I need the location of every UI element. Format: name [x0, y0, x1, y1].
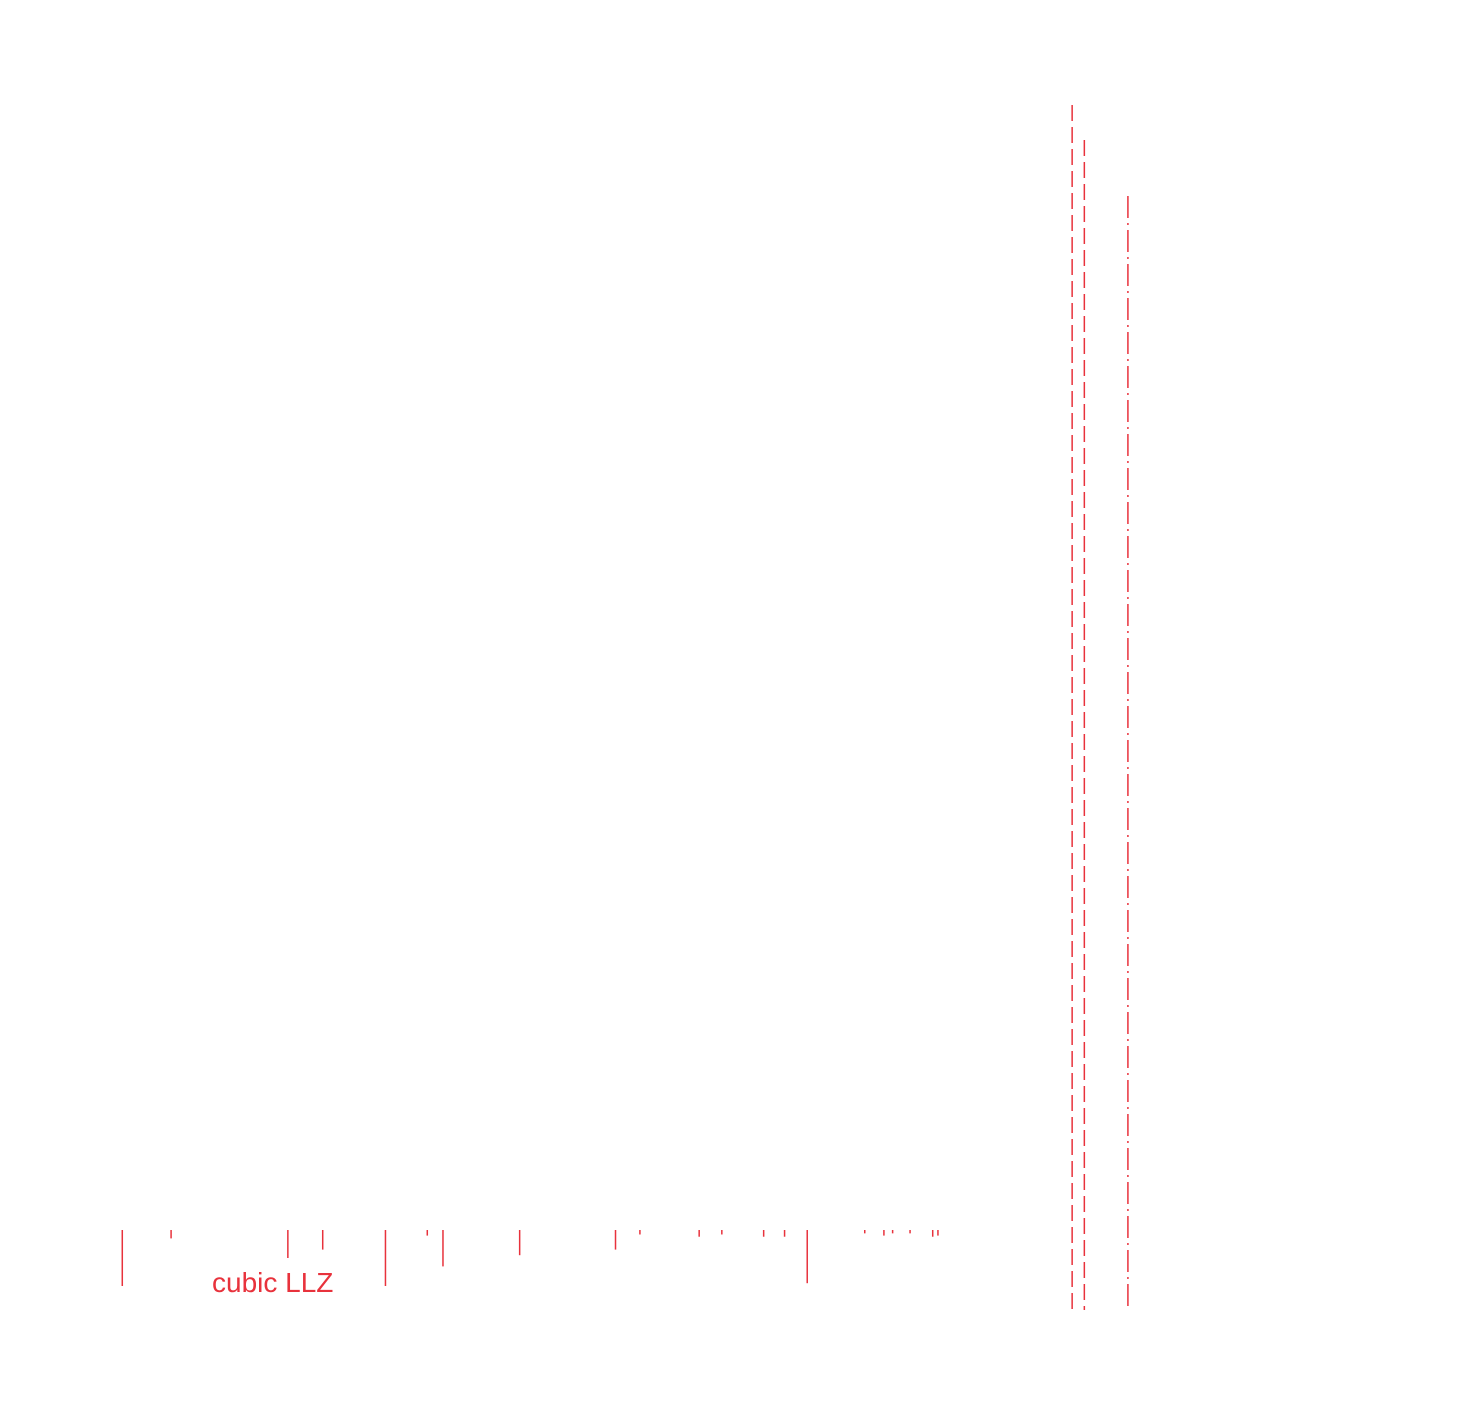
series-label: cubic LLZ	[212, 1267, 333, 1298]
reference-lines	[1071, 105, 1129, 1310]
peak-sticks	[121, 1230, 939, 1286]
